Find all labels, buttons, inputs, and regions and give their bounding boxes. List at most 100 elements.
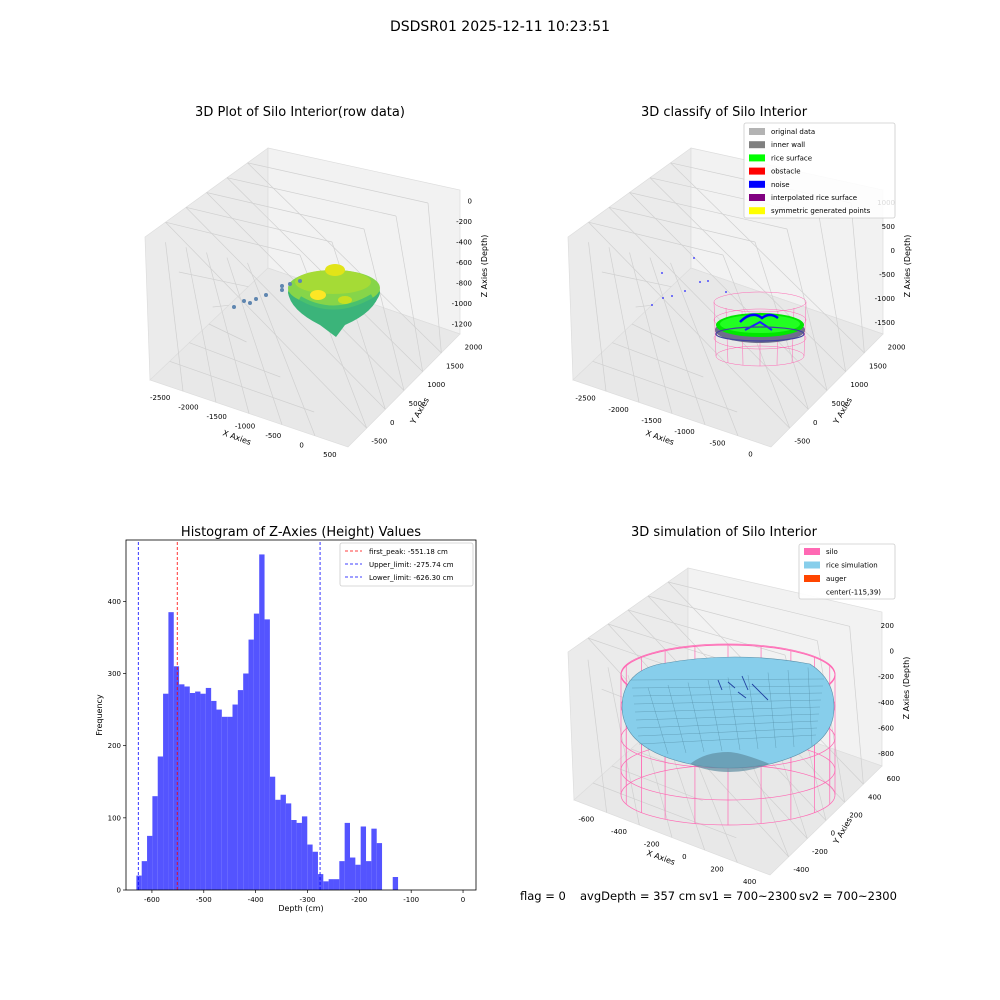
- panel1-outlier-point: [298, 279, 302, 283]
- histogram-bar: [275, 799, 281, 890]
- panel1-yticks: -500 0 500 1000 1500 2000: [371, 343, 482, 445]
- panel2-noise-point: [707, 280, 709, 282]
- panel1-outlier-point: [280, 284, 284, 288]
- panel1-outlier-point: [248, 301, 252, 305]
- panel1-outlier-point: [288, 282, 292, 286]
- histogram-frame: [125, 539, 477, 891]
- histogram-bar: [333, 879, 340, 890]
- p4-xtick-label: 400: [743, 878, 756, 886]
- panel2-noise-point: [725, 291, 727, 293]
- p1-ztick-label: 0: [468, 197, 472, 205]
- p1-ytick-label: 1500: [446, 362, 464, 370]
- histogram-bar: [184, 686, 190, 890]
- legend-swatch: [804, 548, 820, 555]
- histogram-bar: [211, 700, 217, 890]
- histogram-bar: [350, 857, 356, 890]
- histogram-yticks: 0 100 200 300 400: [108, 598, 126, 895]
- p2-xtick-label: -2000: [608, 406, 628, 414]
- histogram-bar: [328, 879, 334, 890]
- p4-ztick-label: 200: [881, 622, 894, 630]
- histogram-vlines: [137, 540, 321, 890]
- legend-swatch: [804, 575, 820, 582]
- legend-swatch: [749, 154, 765, 162]
- histogram-bar: [376, 843, 383, 890]
- panel1-outlier-point: [264, 293, 268, 297]
- legend-label: original data: [771, 128, 815, 136]
- p1-xtick-label: -500: [265, 432, 281, 440]
- histogram-ytick-label: 100: [108, 814, 121, 822]
- p1-ytick-label: 500: [409, 400, 422, 408]
- histogram-xtick-label: -500: [196, 896, 212, 904]
- histogram-bar: [205, 687, 212, 890]
- p2-ytick-label: 2000: [888, 343, 906, 351]
- histogram-xtick-label: -600: [144, 896, 160, 904]
- legend-swatch: [749, 194, 765, 201]
- histogram-bar: [227, 716, 233, 890]
- panel2-zlabel: Z Axies (Depth): [903, 235, 912, 298]
- histogram-xtick-label: -300: [300, 896, 316, 904]
- panel1-outlier-point: [232, 305, 236, 309]
- p2-ztick-label: -500: [879, 271, 895, 279]
- histogram-bar: [216, 709, 222, 890]
- histogram-xticks: -600 -500 -400 -300 -200 -100 0: [144, 890, 465, 904]
- histogram-bar: [360, 826, 367, 890]
- histogram-xtick-label: -100: [403, 896, 419, 904]
- panel1-outlier-point: [242, 299, 246, 303]
- p2-xtick-label: -500: [710, 439, 726, 447]
- panel2-noise-point: [671, 295, 673, 297]
- panel2-noise-point: [661, 272, 663, 274]
- p1-xtick-label: -2500: [150, 394, 170, 402]
- panel2-noise-point: [662, 297, 664, 299]
- p4-ytick-label: 200: [849, 811, 862, 819]
- legend-swatch: [749, 207, 765, 215]
- histogram-ylabel: Frequency: [95, 694, 104, 736]
- p4-xtick-label: 0: [682, 853, 686, 861]
- histogram-bar: [253, 613, 260, 890]
- histogram-xtick-label: -400: [248, 896, 264, 904]
- histogram-bar: [264, 619, 270, 890]
- p4-xtick-label: -400: [611, 828, 627, 836]
- legend-label: symmetric generated points: [771, 207, 871, 215]
- panel2-noise-points: [651, 257, 727, 306]
- p2-ztick-label: -1500: [875, 319, 895, 327]
- p1-ytick-label: 0: [390, 419, 394, 427]
- histogram-bar: [163, 693, 169, 890]
- histogram-bar: [189, 692, 196, 890]
- histogram-ytick-label: 200: [108, 742, 121, 750]
- legend-label: interpolated rice surface: [771, 194, 857, 202]
- p1-ztick-label: -400: [456, 238, 472, 246]
- legend-label: Upper_limit: -275.74 cm: [369, 561, 454, 569]
- histogram-bar: [366, 861, 372, 890]
- histogram-ytick-label: 300: [108, 670, 121, 678]
- p4-ytick-label: 0: [831, 830, 835, 838]
- p1-ztick-label: -200: [456, 218, 472, 226]
- histogram-bar: [243, 673, 249, 890]
- panel4-yticks: -400 -200 0 200 400 600: [793, 775, 900, 874]
- p4-ztick-label: -800: [878, 750, 894, 758]
- p1-ztick-label: -600: [456, 259, 472, 267]
- panel-raw-data: 3D Plot of Silo Interior(row data) -2500…: [144, 105, 489, 459]
- panel-simulation: 3D simulation of Silo Interior -600-400-…: [567, 525, 911, 886]
- histogram-legend: first_peak: -551.18 cm Upper_limit: -275.…: [339, 542, 474, 587]
- histogram-bar: [323, 881, 329, 890]
- p1-ztick-label: -1000: [452, 300, 472, 308]
- legend-label: rice surface: [771, 154, 812, 162]
- panel2-noise-point: [684, 290, 686, 292]
- p4-ytick-label: 600: [887, 775, 900, 783]
- status-flag: flag = 0: [520, 889, 566, 903]
- panel1-outlier-point: [254, 297, 258, 301]
- legend-label: Lower_limit: -626.30 cm: [369, 574, 454, 582]
- histogram-xlabel: Depth (cm): [278, 904, 323, 913]
- histogram-bar: [136, 875, 142, 890]
- p2-ytick-label: 0: [813, 419, 817, 427]
- p4-ytick-label: -200: [812, 848, 828, 856]
- p2-ztick-label: 500: [882, 223, 895, 231]
- p4-xtick-label: -200: [644, 840, 660, 848]
- panel1-xticks: -2500 -2000 -1500 -1000 -500 0 500: [150, 394, 337, 459]
- legend-label: auger: [826, 575, 846, 583]
- panel2-gridlines: [588, 162, 865, 436]
- panel1-outlier-point: [280, 288, 284, 292]
- histogram-bar: [168, 612, 174, 890]
- p2-xtick-label: -1500: [641, 417, 661, 425]
- panel2-xlabel: X Axies: [644, 428, 675, 447]
